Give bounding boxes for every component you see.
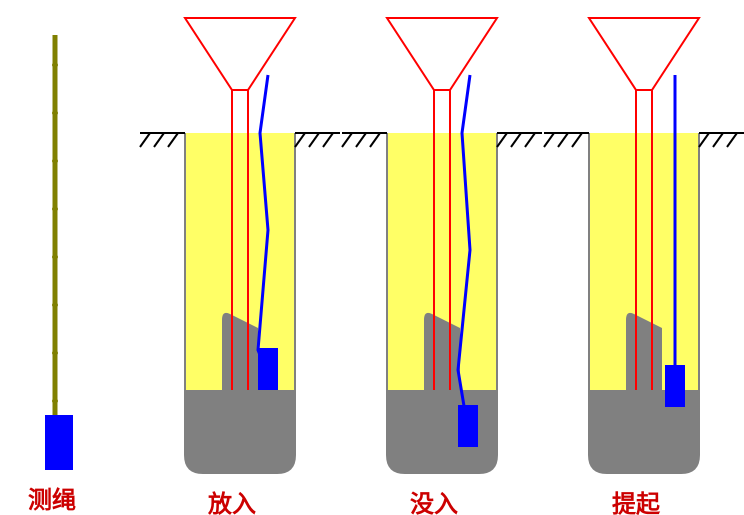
stage2-label: 没入 (410, 484, 458, 515)
stage3-label: 提起 (612, 484, 660, 515)
stage1-label: 放入 (208, 484, 256, 515)
rope-label: 测绳 (28, 480, 76, 515)
diagram-canvas (0, 0, 744, 515)
